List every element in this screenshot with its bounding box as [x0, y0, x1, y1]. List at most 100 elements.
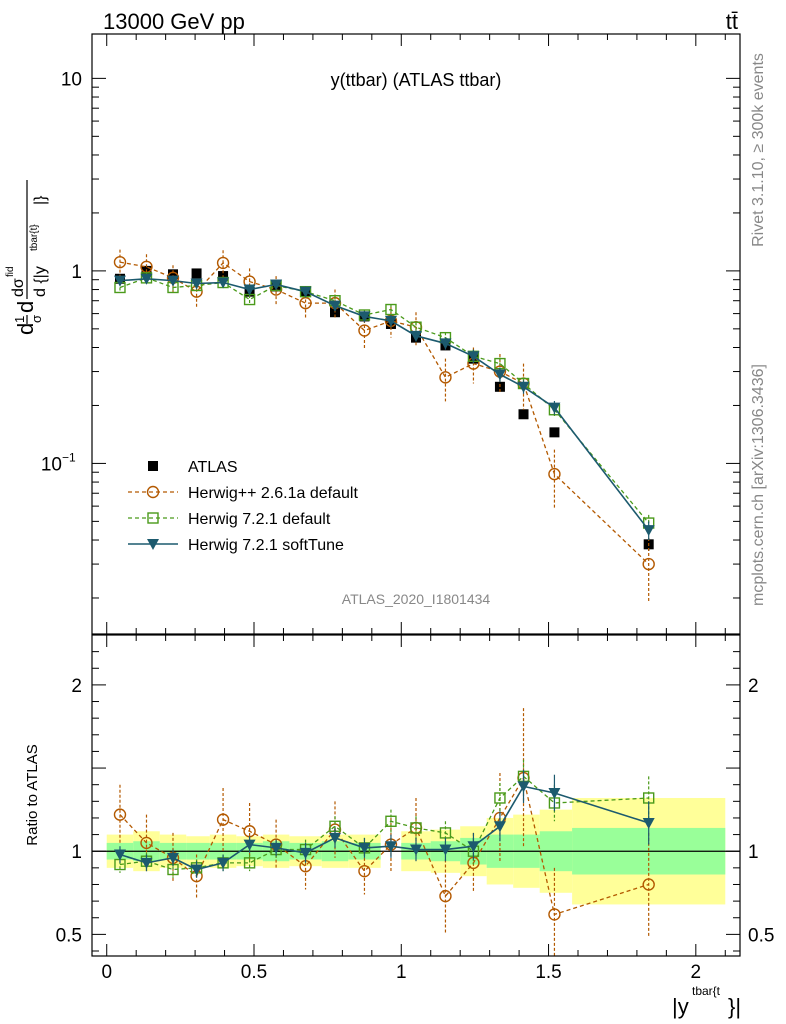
point-data: [191, 268, 202, 279]
legend-marker-soft: [147, 539, 159, 550]
point-herwigpp: [216, 256, 230, 270]
ratio-point-soft: [410, 844, 422, 856]
ratio-point-soft: [329, 832, 341, 844]
series-soft: [113, 273, 655, 541]
legend-label-h721: Herwig 7.2.1 default: [188, 511, 331, 528]
point-soft: [410, 330, 422, 342]
point-soft: [299, 286, 312, 298]
x-tick-label: 2: [691, 962, 702, 983]
ratio-point-herwigpp: [140, 836, 153, 850]
ratio-point-soft: [358, 842, 371, 854]
x-tick-label: 1: [396, 962, 407, 983]
ratio-y-axis-label: Ratio to ATLAS: [24, 744, 41, 845]
legend-entry-herwigpp: Herwig++ 2.6.1a default: [128, 485, 358, 502]
point-soft: [167, 275, 179, 287]
point-soft: [140, 273, 153, 285]
point-soft: [384, 315, 397, 327]
x-axis-label: |y tbar{t }|: [672, 984, 741, 1019]
ratio-y-tick-label-right: 0.5: [748, 925, 774, 946]
ylabel-fid: fid: [5, 266, 16, 277]
ratio-point-herwigpp: [439, 889, 452, 903]
ratio-point-soft: [517, 781, 530, 793]
ratio-point-soft: [439, 844, 452, 856]
legend-marker-data: [148, 461, 158, 471]
ylabel-d1: d: [13, 323, 38, 335]
point-soft: [493, 369, 506, 381]
ratio-point-soft: [493, 821, 506, 833]
ratio-y-tick-label: 0.5: [56, 925, 82, 946]
x-tick-label: 0: [101, 962, 112, 983]
point-data: [168, 269, 178, 280]
ratio-point-herwigpp: [548, 908, 561, 921]
point-h721: [385, 303, 397, 316]
point-soft: [358, 311, 371, 323]
ratio-y-tick-label: 2: [71, 676, 82, 697]
y-tick-label: 10: [41, 454, 62, 475]
xlabel-close: }|: [728, 994, 741, 1019]
ylabel-dy: d {|y: [32, 266, 49, 297]
ylabel-sigma: σ: [29, 315, 44, 323]
ratio-y-tick-label-right: 2: [748, 676, 759, 697]
ratio-point-soft: [140, 857, 153, 869]
side-rivet: Rivet 3.1.10, ≥ 300k events: [750, 53, 767, 247]
main-frame: [91, 33, 741, 635]
ratio-point-h721: [410, 822, 422, 834]
main-y-axis-label: d 1 σ d dσ fid d {|y tbar{t} |}: [5, 180, 49, 335]
ratio-point-soft: [642, 817, 655, 829]
ratio-point-soft: [217, 857, 230, 869]
plot-title: y(ttbar) (ATLAS ttbar): [331, 70, 502, 90]
ratio-y-tick-label-right: 1: [748, 842, 759, 863]
point-data: [518, 409, 529, 420]
legend-entry-soft: Herwig 7.2.1 softTune: [128, 537, 344, 554]
ratio-point-soft: [270, 842, 283, 854]
side-mcplots: mcplots.cern.ch [arXiv:1306.3436]: [750, 364, 767, 606]
point-soft: [190, 278, 203, 290]
legend-entry-data: ATLAS: [148, 459, 238, 476]
legend-entry-h721: Herwig 7.2.1 default: [128, 511, 331, 528]
ratio-point-soft: [113, 849, 126, 861]
point-soft: [270, 279, 283, 291]
legend-marker-herwigpp: [146, 485, 160, 499]
xlabel-y: |y: [672, 994, 689, 1019]
x-tick-label: 1.5: [535, 962, 561, 983]
point-soft: [329, 300, 341, 312]
ratio-point-soft: [548, 788, 561, 800]
ylabel-close: |}: [32, 195, 49, 205]
ratio-point-soft: [467, 841, 480, 853]
header-right: tt̄: [726, 9, 738, 34]
ratio-point-herwigpp: [642, 878, 655, 891]
ratio-point-h721: [494, 792, 506, 804]
y-tick-exponent: −1: [62, 450, 76, 464]
point-soft: [517, 381, 530, 393]
y-tick-label: 10: [61, 69, 82, 90]
ratio-point-h721: [243, 857, 256, 869]
ylabel-d2: d: [13, 301, 38, 313]
ratio-series-soft: [113, 769, 655, 878]
ratio-point-soft: [243, 839, 256, 851]
legend-label-herwigpp: Herwig++ 2.6.1a default: [188, 485, 358, 502]
point-soft: [467, 351, 480, 363]
header-left: 13000 GeV pp: [103, 9, 245, 34]
ratio-y-tick-label: 1: [71, 842, 82, 863]
xlabel-tbar: tbar{t: [692, 984, 721, 998]
analysis-tag: ATLAS_2020_I1801434: [342, 591, 491, 607]
series-line-soft: [119, 277, 650, 531]
point-data: [549, 427, 560, 438]
ratio-frame: [91, 634, 741, 957]
ratio-point-herwigpp: [216, 813, 230, 826]
point-soft: [548, 402, 561, 414]
ylabel-one: 1: [12, 316, 27, 323]
point-soft: [642, 525, 655, 537]
legend-label-soft: Herwig 7.2.1 softTune: [188, 537, 344, 554]
series-data: [114, 265, 654, 552]
point-herwigpp: [358, 324, 371, 337]
ratio-line-h721: [119, 775, 649, 871]
ratio-point-h721: [385, 815, 397, 827]
y-tick-label: 1: [71, 262, 82, 283]
series-line-h721: [119, 277, 650, 524]
point-herwigpp: [439, 371, 452, 384]
point-soft: [217, 277, 230, 289]
ratio-point-soft: [167, 852, 179, 864]
ylabel-dsigma: dσ: [10, 278, 27, 297]
